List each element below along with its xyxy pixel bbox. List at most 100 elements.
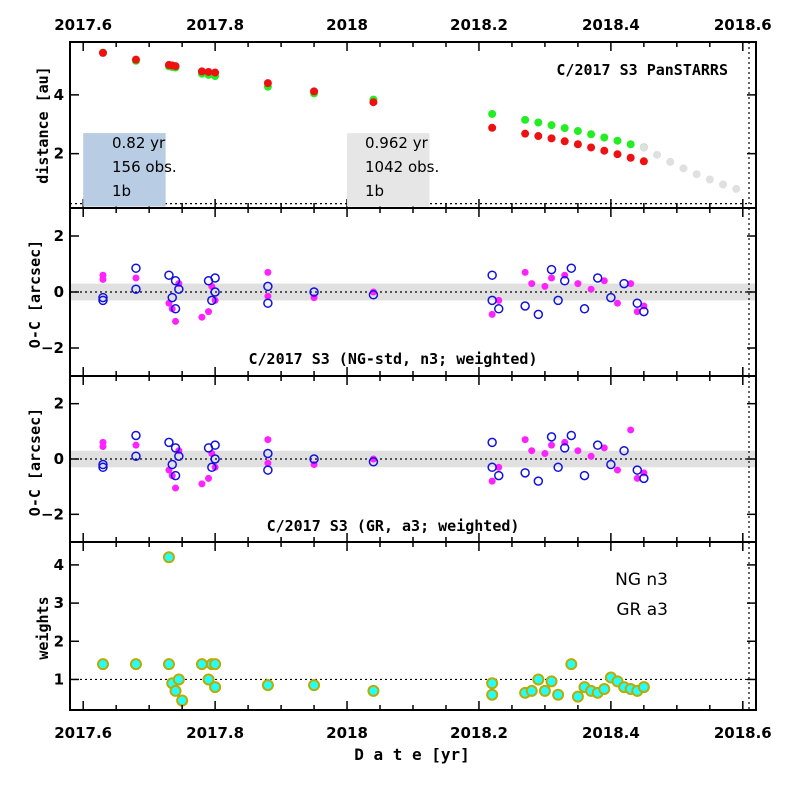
- residual-point: [174, 284, 184, 294]
- residual-point: [198, 480, 206, 488]
- residual-point: [587, 285, 595, 293]
- residual-point: [633, 474, 641, 482]
- residual-point: [520, 301, 530, 311]
- info-box-past: [83, 133, 166, 207]
- panel-weights: 1 2 3 4: [54, 541, 757, 711]
- residual-point: [132, 441, 140, 449]
- residual-point: [488, 310, 496, 318]
- distance-point: [534, 118, 543, 127]
- distance-point: [369, 98, 378, 107]
- residual-point: [566, 263, 577, 273]
- residual-point: [98, 292, 108, 303]
- residual-point: [632, 298, 643, 308]
- weight-point: [525, 684, 538, 697]
- residual-point: [210, 440, 220, 450]
- y-tick-label: 2: [54, 145, 64, 163]
- y-tick-label: 4: [54, 556, 64, 574]
- residual-point: [98, 462, 108, 473]
- bottom-x-tick-labels: 2017.6 2017.8 2018 2018.2 2018.4 2018.6: [54, 724, 772, 742]
- series-geocentric-distance-past-: [98, 48, 378, 107]
- residual-point: [263, 298, 273, 308]
- weight-point: [545, 675, 558, 688]
- residual-point: [541, 449, 549, 457]
- top-x-tick-label: 2018.6: [714, 16, 772, 34]
- residual-point: [494, 470, 504, 481]
- info-box-past-line: 1b: [112, 182, 131, 200]
- weight-point: [598, 683, 611, 695]
- distance-point: [732, 184, 741, 193]
- distance-point: [600, 133, 609, 142]
- residual-point: [579, 304, 590, 314]
- top-x-tick-label: 2018.2: [450, 16, 508, 34]
- residual-point: [309, 454, 319, 464]
- residual-point: [170, 443, 181, 453]
- weight-point: [129, 658, 142, 671]
- series-heliocentric-distance: [488, 109, 648, 152]
- residual-point: [613, 466, 621, 474]
- residual-point: [495, 296, 503, 304]
- x-axis-label: D a t e [yr]: [354, 745, 470, 764]
- residual-point: [309, 287, 319, 297]
- residual-point: [633, 308, 641, 316]
- panel-title-oc-ng: C/2017 S3 (NG-std, n3; weighted): [249, 350, 538, 368]
- top-x-tick-label: 2018.4: [582, 16, 640, 34]
- weight-point: [367, 684, 380, 697]
- residual-point: [264, 268, 272, 276]
- distance-point: [653, 150, 662, 159]
- y-axis-label-oc-gr: O-C [arcsec]: [26, 408, 44, 516]
- residual-point: [487, 462, 497, 473]
- residual-point: [574, 280, 582, 288]
- residual-point: [619, 278, 629, 289]
- residual-point: [487, 270, 497, 280]
- distance-point: [626, 140, 635, 149]
- residual-point: [528, 280, 536, 288]
- y-tick-label: 1: [54, 670, 64, 688]
- residual-point: [639, 473, 649, 484]
- series-ra-residuals: [98, 263, 649, 320]
- series-heliocentric-distance-past-: [98, 48, 378, 104]
- residual-point: [167, 292, 177, 303]
- distance-point: [98, 48, 107, 57]
- residual-point: [553, 462, 563, 473]
- distance-point: [171, 62, 180, 71]
- residual-point: [541, 282, 549, 290]
- residual-point: [131, 263, 141, 273]
- distance-point: [705, 175, 714, 184]
- residual-point: [164, 270, 174, 280]
- y-tick-label: −2: [41, 339, 64, 357]
- distance-point: [573, 140, 582, 149]
- weight-point: [261, 679, 274, 692]
- bottom-x-tick-label: 2017.8: [186, 724, 244, 742]
- y-tick-label: 0: [54, 450, 64, 468]
- weight-point: [162, 551, 175, 564]
- y-axis-label-distance: distance [au]: [34, 66, 52, 183]
- bottom-x-tick-label: 2018.2: [450, 724, 508, 742]
- residual-point: [548, 274, 556, 282]
- series-ra-residuals: [98, 430, 649, 486]
- info-box-recent-line: 1b: [365, 182, 384, 200]
- residual-point: [205, 308, 213, 316]
- residual-point: [368, 290, 379, 300]
- residual-point: [521, 268, 529, 276]
- distance-point: [211, 68, 220, 77]
- weight-point: [571, 690, 584, 703]
- residual-point: [98, 295, 108, 306]
- series-geocentric-distance: [488, 123, 648, 166]
- residual-point: [172, 317, 180, 325]
- residual-point: [264, 292, 272, 300]
- residual-point: [210, 287, 220, 297]
- residual-point: [533, 476, 544, 486]
- y-tick-label: 0: [54, 283, 64, 301]
- uncertainty-band: [70, 283, 756, 301]
- distance-point: [613, 150, 622, 159]
- y-tick-label: 2: [54, 227, 64, 245]
- residual-point: [600, 444, 608, 452]
- panel-title-oc-gr: C/2017 S3 (GR, a3; weighted): [267, 517, 520, 535]
- residual-point: [639, 306, 649, 317]
- residual-point: [99, 443, 107, 451]
- residual-point: [600, 277, 608, 285]
- y-tick-label: 2: [54, 395, 64, 413]
- residual-point: [520, 468, 530, 478]
- distance-point: [560, 124, 569, 133]
